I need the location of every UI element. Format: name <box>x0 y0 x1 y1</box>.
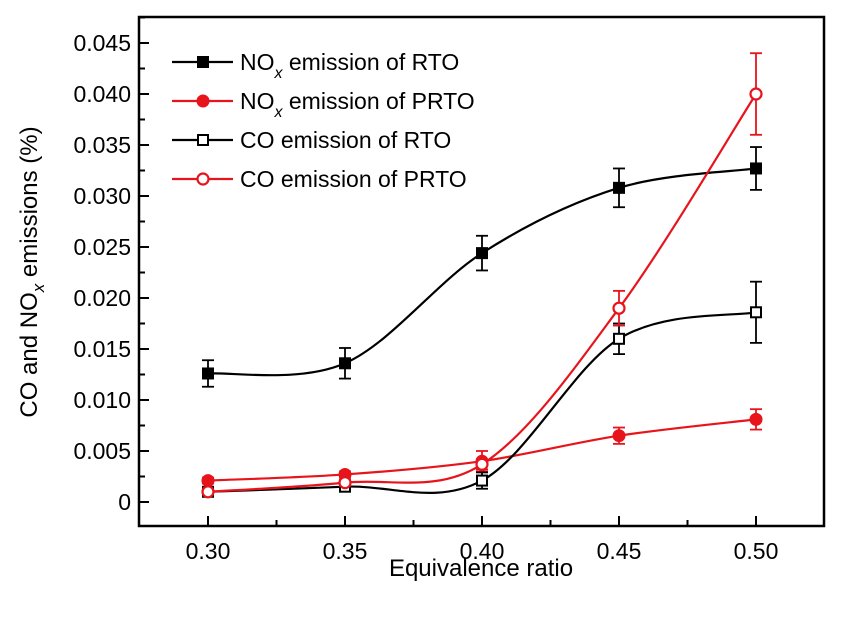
legend-marker <box>196 172 210 186</box>
legend-item: NOx emission of PRTO <box>172 88 475 121</box>
x-tick-label: 0.30 <box>186 538 231 564</box>
legend: NOx emission of RTO NOx emission of PRTO C… <box>172 49 475 192</box>
y-tick-label: 0.035 <box>73 132 131 158</box>
legend-item: CO emission of PRTO <box>172 166 467 192</box>
series-co-emission-of-prto <box>201 52 763 499</box>
series-line <box>207 167 757 377</box>
data-point <box>475 457 489 471</box>
y-tick-label: 0 <box>118 489 131 515</box>
series-layer <box>201 52 763 499</box>
data-point <box>750 306 762 319</box>
legend-label: CO emission of PRTO <box>240 166 467 192</box>
y-axis-label: CO and NOx emissions (%) <box>16 126 48 417</box>
series-line <box>207 93 757 493</box>
legend-label: CO emission of RTO <box>240 127 451 153</box>
x-tick-label: 0.35 <box>323 538 368 564</box>
data-point <box>201 485 215 499</box>
data-point <box>338 476 352 490</box>
legend-item: NOx emission of RTO <box>172 49 459 82</box>
legend-label: NOx emission of RTO <box>240 49 459 82</box>
data-point <box>201 474 215 488</box>
data-point <box>750 162 762 175</box>
x-tick-label: 0.50 <box>734 538 779 564</box>
ticks-layer: 0.30 0.35 0.40 0.45 0.50 0 0.005 0.010 0.015 0.02… <box>73 16 779 564</box>
y-tick-label: 0.025 <box>73 234 131 260</box>
y-axis-label-suffix: emissions (%) <box>16 126 43 283</box>
data-point <box>613 332 625 345</box>
data-point <box>476 247 488 260</box>
legend-marker <box>196 94 210 108</box>
y-tick-label: 0.015 <box>73 336 131 362</box>
y-tick-label: 0.020 <box>73 285 131 311</box>
y-axis-label-subscript: x <box>29 283 48 293</box>
data-point <box>749 412 763 426</box>
x-tick-label: 0.45 <box>597 538 642 564</box>
x-tick-label: 0.40 <box>460 538 505 564</box>
data-point <box>476 474 488 487</box>
legend-item: CO emission of RTO <box>172 127 451 153</box>
data-point <box>612 301 626 315</box>
y-tick-label: 0.005 <box>73 438 131 464</box>
y-tick-label: 0.040 <box>73 81 131 107</box>
series-nox-emission-of-rto <box>202 146 762 388</box>
data-point <box>612 429 626 443</box>
legend-marker <box>197 56 209 68</box>
y-tick-label: 0.045 <box>73 30 131 56</box>
data-point <box>613 181 625 194</box>
data-point <box>339 357 351 370</box>
x-axis-label: Equivalence ratio <box>389 555 573 582</box>
legend-marker <box>197 134 209 146</box>
data-point <box>749 87 763 101</box>
y-tick-label: 0.010 <box>73 387 131 413</box>
y-tick-label: 0.030 <box>73 183 131 209</box>
data-point <box>202 367 214 380</box>
y-axis-label-prefix: CO and NO <box>16 292 43 417</box>
legend-label: NOx emission of PRTO <box>240 88 475 121</box>
